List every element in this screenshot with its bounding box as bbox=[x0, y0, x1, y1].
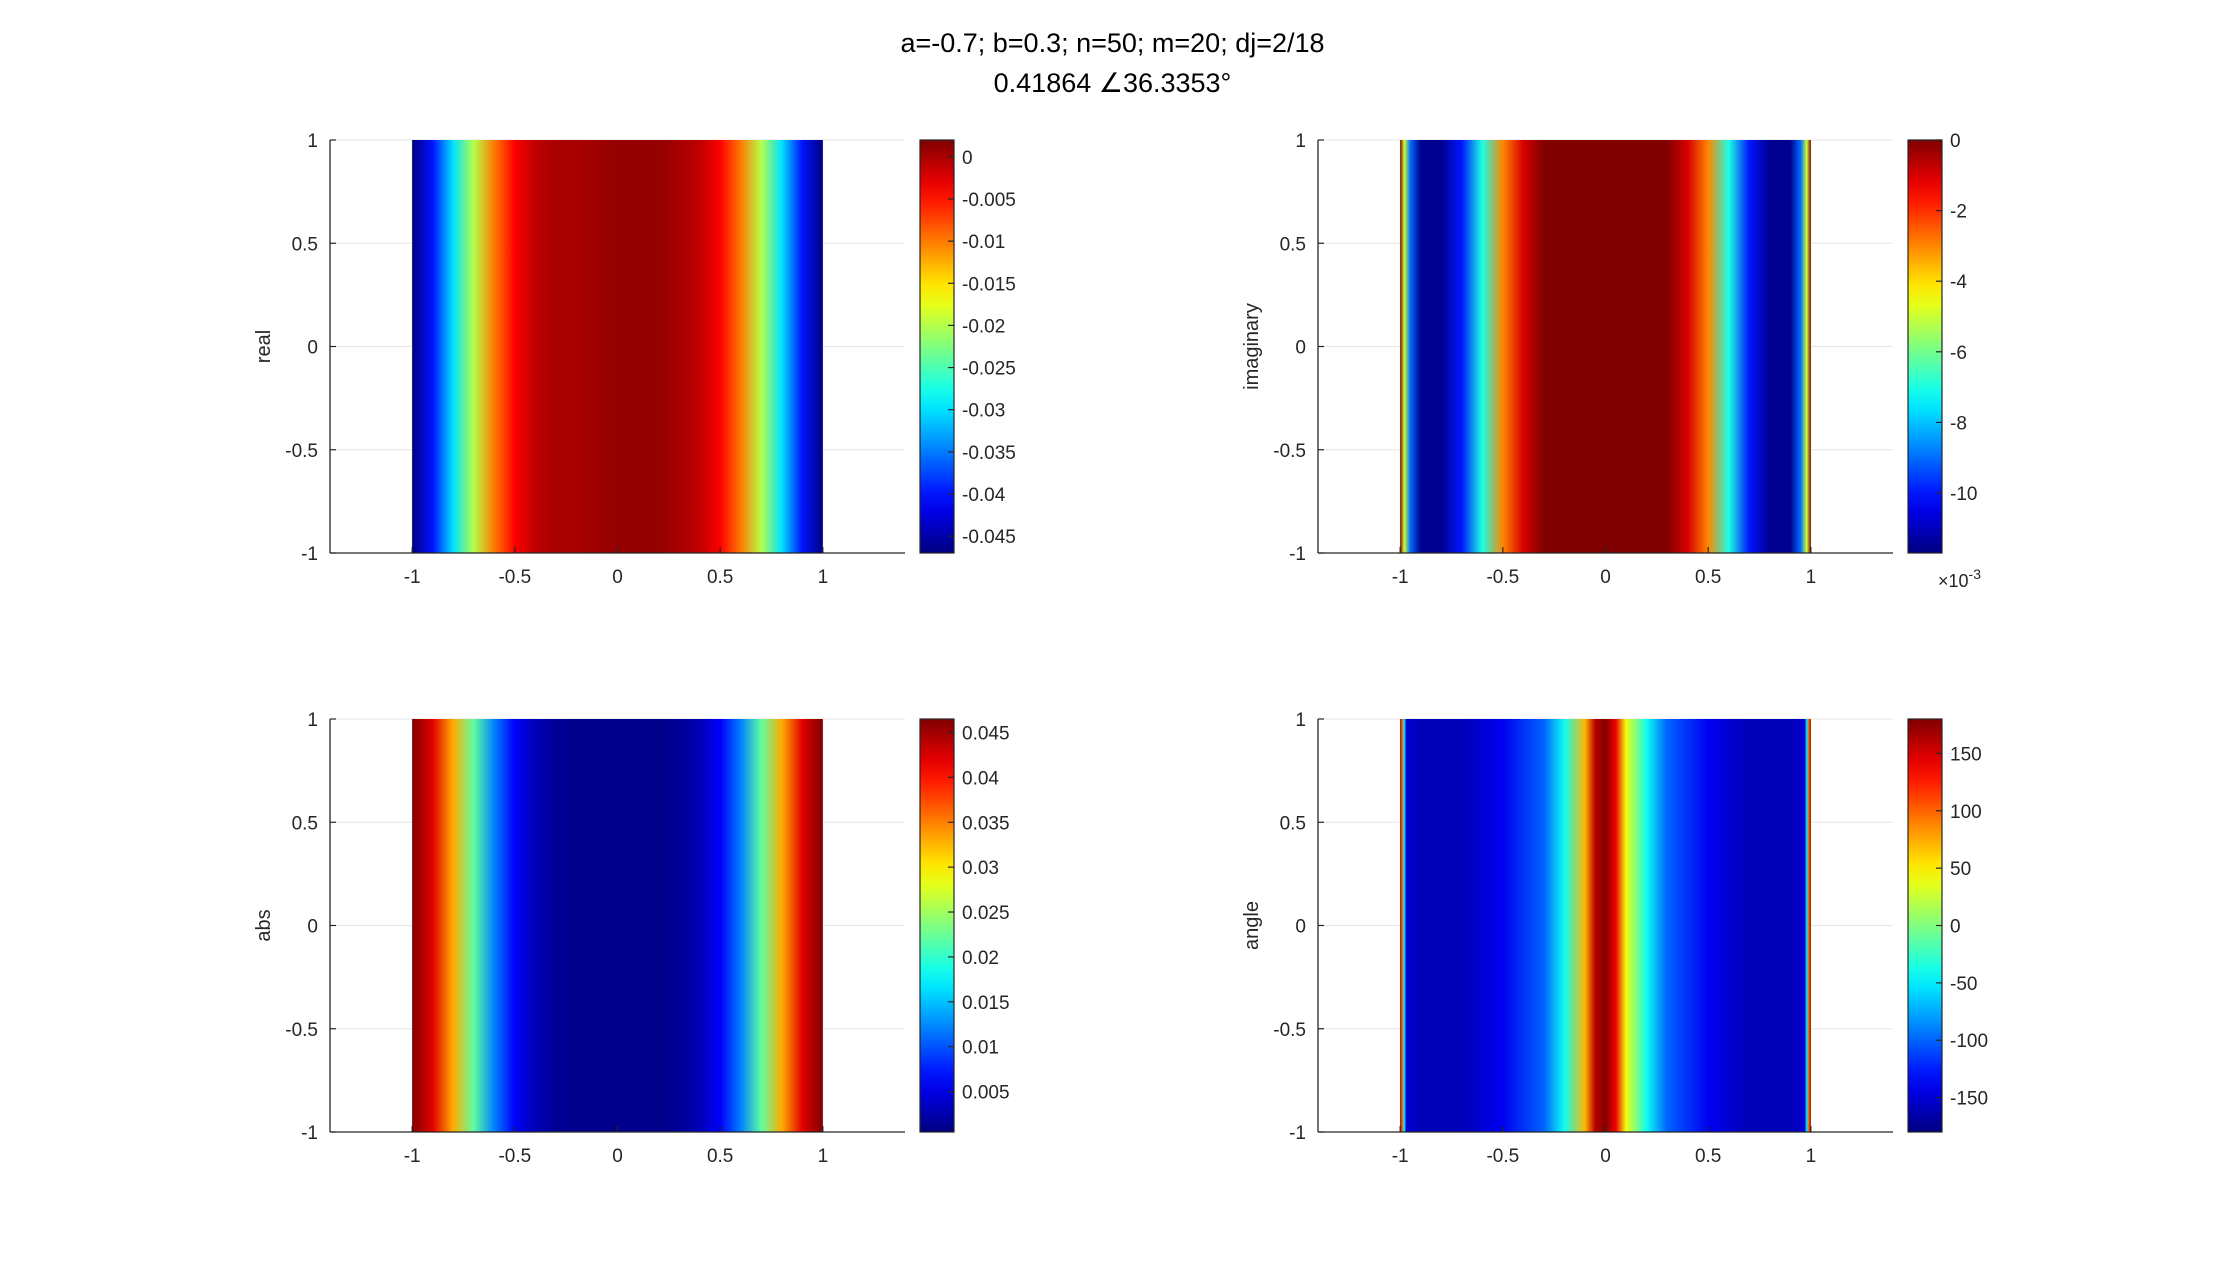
heatmap-image bbox=[1400, 719, 1811, 1132]
colorbar-tick-label: -150 bbox=[1950, 1089, 1988, 1110]
x-tick-label: -1 bbox=[1392, 1146, 1409, 1167]
colorbar-tick-label: 0.005 bbox=[962, 1083, 1010, 1104]
colorbar-tick-label: -0.045 bbox=[962, 527, 1016, 548]
x-tick-label: 1 bbox=[1806, 567, 1817, 588]
colorbar-tick-label: -0.005 bbox=[962, 190, 1016, 211]
y-tick-label: -1 bbox=[301, 1123, 318, 1144]
x-tick-label: 0 bbox=[612, 1146, 623, 1167]
colorbar-tick-label: -0.035 bbox=[962, 443, 1016, 464]
x-tick-label: -0.5 bbox=[498, 1146, 531, 1167]
x-tick-label: -0.5 bbox=[1486, 1146, 1519, 1167]
colorbar-tick-label: 0.025 bbox=[962, 903, 1010, 924]
y-axis-label: real bbox=[253, 330, 275, 363]
colorbar-tick-label: 50 bbox=[1950, 859, 1971, 880]
y-tick-label: 1 bbox=[307, 131, 318, 152]
colorbar-tick-label: -0.02 bbox=[962, 316, 1005, 337]
heatmap-panel-angle: -1 -0.5 0 0.5 1 1 0.5 0 -0.5 -1 angle 150 100 50 0 -50 -… bbox=[1241, 710, 1988, 1167]
colorbar-image bbox=[1907, 139, 1943, 554]
y-tick-label: 1 bbox=[307, 710, 318, 731]
colorbar-tick-label: -10 bbox=[1950, 484, 1977, 505]
y-tick-label: 0 bbox=[1295, 917, 1306, 938]
colorbar-exponent-label: ×10-3 bbox=[1938, 566, 1981, 591]
colorbar-tick-label: -0.03 bbox=[962, 401, 1005, 422]
colorbar-image bbox=[919, 718, 955, 1133]
colorbar-tick-label: 0.045 bbox=[962, 723, 1010, 744]
y-axis-label: angle bbox=[1241, 901, 1263, 950]
y-tick-label: -0.5 bbox=[1273, 441, 1306, 462]
colorbar-tick-label: 0 bbox=[962, 148, 973, 169]
colorbar-tick-label: -0.01 bbox=[962, 232, 1005, 253]
y-tick-label: 1 bbox=[1295, 710, 1306, 731]
x-tick-label: 0.5 bbox=[707, 1146, 733, 1167]
colorbar-tick-label: 0.015 bbox=[962, 993, 1010, 1014]
colorbar-tick-label: 0.035 bbox=[962, 813, 1010, 834]
colorbar-tick-label: 0.04 bbox=[962, 768, 999, 789]
y-tick-label: -1 bbox=[1289, 1123, 1306, 1144]
x-tick-label: -0.5 bbox=[1486, 567, 1519, 588]
colorbar-tick-label: -50 bbox=[1950, 974, 1977, 995]
x-tick-label: 0.5 bbox=[1695, 1146, 1721, 1167]
colorbar-tick-label: -100 bbox=[1950, 1031, 1988, 1052]
colorbar-tick-label: 100 bbox=[1950, 802, 1982, 823]
x-tick-label: -1 bbox=[1392, 567, 1409, 588]
colorbar: 150 100 50 0 -50 -100 -150 bbox=[1907, 718, 1988, 1133]
y-tick-label: 0.5 bbox=[1280, 234, 1306, 255]
y-tick-label: 1 bbox=[1295, 131, 1306, 152]
y-tick-label: -0.5 bbox=[1273, 1020, 1306, 1041]
x-tick-label: 0 bbox=[612, 567, 623, 588]
heatmap-panel-abs: -1 -0.5 0 0.5 110.50-0.5-1abs0.0450.040.0350… bbox=[253, 710, 1010, 1167]
y-tick-label: 0 bbox=[1295, 338, 1306, 359]
x-tick-label: -1 bbox=[404, 567, 421, 588]
y-tick-label: 0 bbox=[307, 338, 318, 359]
colorbar-tick-label: -0.04 bbox=[962, 485, 1006, 506]
y-tick-label: -1 bbox=[301, 544, 318, 565]
colorbar-tick-label: 0.01 bbox=[962, 1038, 999, 1059]
figure-title-line1: a=-0.7; b=0.3; n=50; m=20; dj=2/18 bbox=[900, 28, 1325, 58]
heatmap-panel-imaginary: -1 -0.5 0 0.5 1 1 0.5 0 -0.5 -1 imaginary 0 -2 -4 -6 -8… bbox=[1241, 131, 1981, 591]
colorbar-tick-label: -8 bbox=[1950, 413, 1967, 434]
heatmap-image bbox=[412, 140, 823, 553]
colorbar-tick-label: -4 bbox=[1950, 272, 1967, 293]
x-tick-label: 1 bbox=[818, 567, 829, 588]
x-tick-label: 1 bbox=[1806, 1146, 1817, 1167]
colorbar-tick-label: 150 bbox=[1950, 744, 1982, 765]
colorbar-tick-label: -6 bbox=[1950, 343, 1967, 364]
colorbar-image bbox=[919, 139, 955, 554]
y-tick-label: -1 bbox=[1289, 544, 1306, 565]
colorbar-tick-label: -2 bbox=[1950, 202, 1967, 223]
colorbar-tick-label: 0 bbox=[1950, 917, 1961, 938]
colorbar-tick-label: -0.015 bbox=[962, 274, 1016, 295]
heatmap-panel-real: -1 -0.5 0 0.5 1 1 0.5 0 -0.5 -1 real 0 -0.005 -0.01 -0… bbox=[253, 131, 1016, 588]
y-axis-label: abs bbox=[253, 909, 275, 941]
x-tick-label: 1 bbox=[818, 1146, 829, 1167]
colorbar-tick-label: 0.02 bbox=[962, 948, 999, 969]
colorbar: 0.045 0.04 0.035 0.03 0.025 0.02 0.015 0.01 0.00… bbox=[919, 718, 1010, 1133]
colorbar-tick-label: -0.025 bbox=[962, 359, 1016, 380]
colorbar: 0 -2 -4 -6 -8 -10 ×10-3 bbox=[1907, 131, 1981, 591]
heatmap-image bbox=[412, 719, 823, 1132]
y-tick-label: 0.5 bbox=[292, 234, 318, 255]
y-tick-label: 0.5 bbox=[292, 813, 318, 834]
x-tick-label: 0.5 bbox=[1695, 567, 1721, 588]
colorbar: 0 -0.005 -0.01 -0.015 -0.02 -0.025 -0.03 -0.035… bbox=[919, 139, 1016, 554]
y-tick-label: 0 bbox=[307, 917, 318, 938]
y-axis-label: imaginary bbox=[1241, 303, 1263, 390]
y-tick-label: -0.5 bbox=[285, 1020, 318, 1041]
y-tick-label: 0.5 bbox=[1280, 813, 1306, 834]
x-tick-label: 0 bbox=[1600, 1146, 1611, 1167]
y-tick-label: -0.5 bbox=[285, 441, 318, 462]
colorbar-tick-label: 0.03 bbox=[962, 858, 999, 879]
colorbar-tick-label: 0 bbox=[1950, 131, 1961, 152]
x-tick-label: -1 bbox=[404, 1146, 421, 1167]
x-tick-label: -0.5 bbox=[498, 567, 531, 588]
heatmap-image bbox=[1400, 140, 1811, 553]
figure-title-line2: 0.41864 ∠36.3353° bbox=[993, 68, 1232, 98]
x-tick-label: 0.5 bbox=[707, 567, 733, 588]
x-tick-label: 0 bbox=[1600, 567, 1611, 588]
